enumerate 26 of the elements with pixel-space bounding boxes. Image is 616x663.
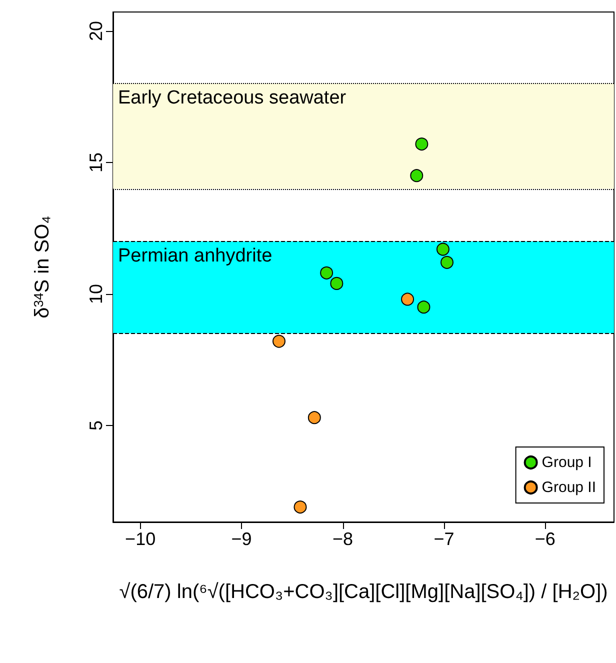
x-tick-label: −10 [125, 529, 156, 549]
legend-label: Group I [542, 454, 592, 471]
x-axis-title: √(6/7) ln(⁶√([HCO₃+CO₃][Ca][Cl][Mg][Na][SO₄]) / [H₂O]) [119, 581, 608, 603]
y-axis-title: δ34S in SO₄ [31, 216, 54, 318]
point [417, 300, 430, 314]
point [320, 266, 334, 280]
band-label: Early Cretaceous seawater [118, 88, 347, 109]
y-tick-label: 5 [86, 420, 106, 430]
point [272, 334, 286, 348]
point [401, 292, 414, 306]
point [436, 242, 450, 256]
y-tick-label: 15 [86, 152, 106, 172]
x-tick-label: −6 [534, 529, 556, 549]
point [308, 411, 321, 424]
band-label: Permian anhydrite [118, 245, 272, 266]
point [330, 276, 344, 290]
x-tick-label: −8 [332, 529, 354, 549]
x-tick-label: −7 [434, 529, 454, 549]
y-tick-label: 10 [86, 284, 106, 304]
legend-label: Group II [542, 479, 596, 496]
x-tick-label: −9 [231, 529, 252, 549]
y-tick-label: 20 [86, 20, 106, 41]
point [440, 256, 454, 269]
point [294, 500, 307, 514]
point [410, 169, 424, 182]
point [415, 138, 428, 151]
